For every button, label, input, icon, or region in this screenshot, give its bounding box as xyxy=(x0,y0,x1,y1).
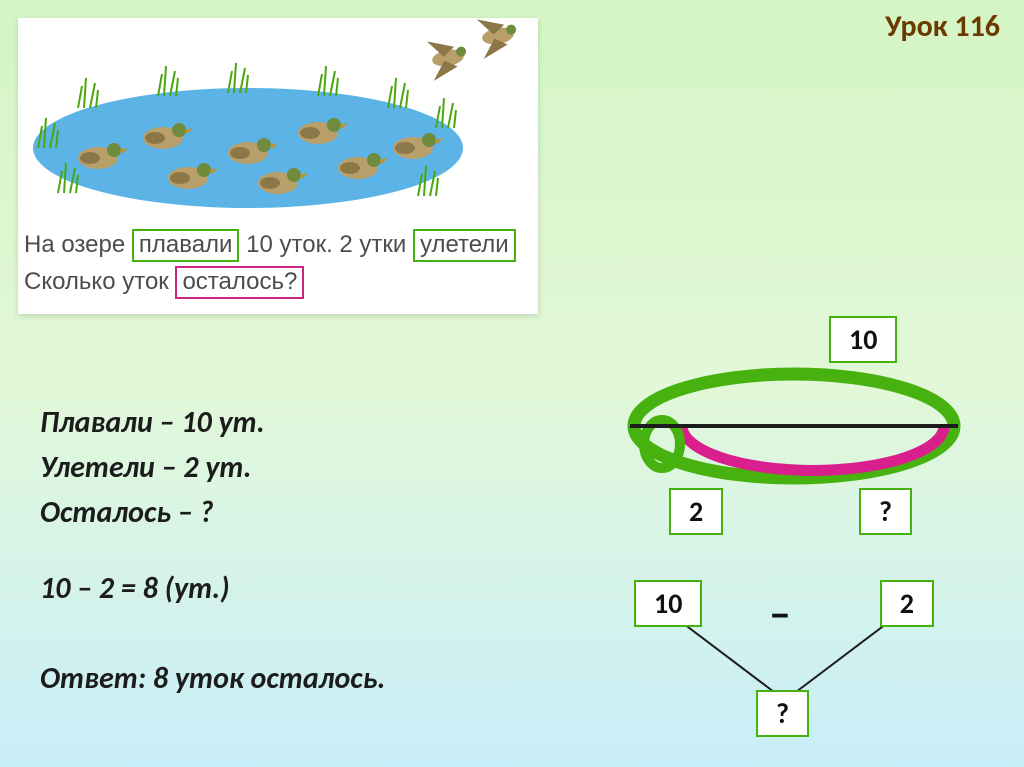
text-fragment: Сколько уток xyxy=(24,268,175,295)
tree-left-box: 10 xyxy=(634,580,702,627)
answer-line: Ответ: 8 уток осталось. xyxy=(40,660,385,697)
pond-illustration xyxy=(18,18,538,218)
problem-line-1: На озере плавали 10 уток. 2 утки улетели xyxy=(24,226,532,263)
highlight-remains: осталось? xyxy=(175,266,304,299)
text-fragment: На озере xyxy=(24,231,132,258)
given-block: Плавали – 10 ут. Улетели – 2 ут. Осталос… xyxy=(40,400,265,535)
tree-diagram: 10 – 2 ? xyxy=(634,580,934,750)
highlight-swam: плавали xyxy=(132,229,240,262)
given-line-flew: Улетели – 2 ут. xyxy=(40,445,265,490)
tree-result-box: ? xyxy=(756,690,809,737)
oval-part2-box: ? xyxy=(859,488,912,535)
oval-part1-box: 2 xyxy=(669,488,723,535)
highlight-flew: улетели xyxy=(413,229,516,262)
problem-line-2: Сколько уток осталось? xyxy=(24,263,532,300)
text-fragment: 10 уток. 2 утки xyxy=(239,231,413,258)
tree-operator: – xyxy=(769,586,791,640)
oval-total-box: 10 xyxy=(829,316,897,363)
lesson-title: Урок 116 xyxy=(885,8,1000,45)
problem-card: На озере плавали 10 уток. 2 утки улетели… xyxy=(18,18,538,314)
equation: 10 – 2 = 8 (ут.) xyxy=(40,570,230,607)
given-line-remains: Осталось – ? xyxy=(40,490,265,535)
given-line-swam: Плавали – 10 ут. xyxy=(40,400,265,445)
part-whole-oval-diagram: 10 2 ? xyxy=(624,330,964,530)
tree-right-box: 2 xyxy=(880,580,934,627)
problem-text: На озере плавали 10 уток. 2 утки улетели… xyxy=(18,218,538,306)
